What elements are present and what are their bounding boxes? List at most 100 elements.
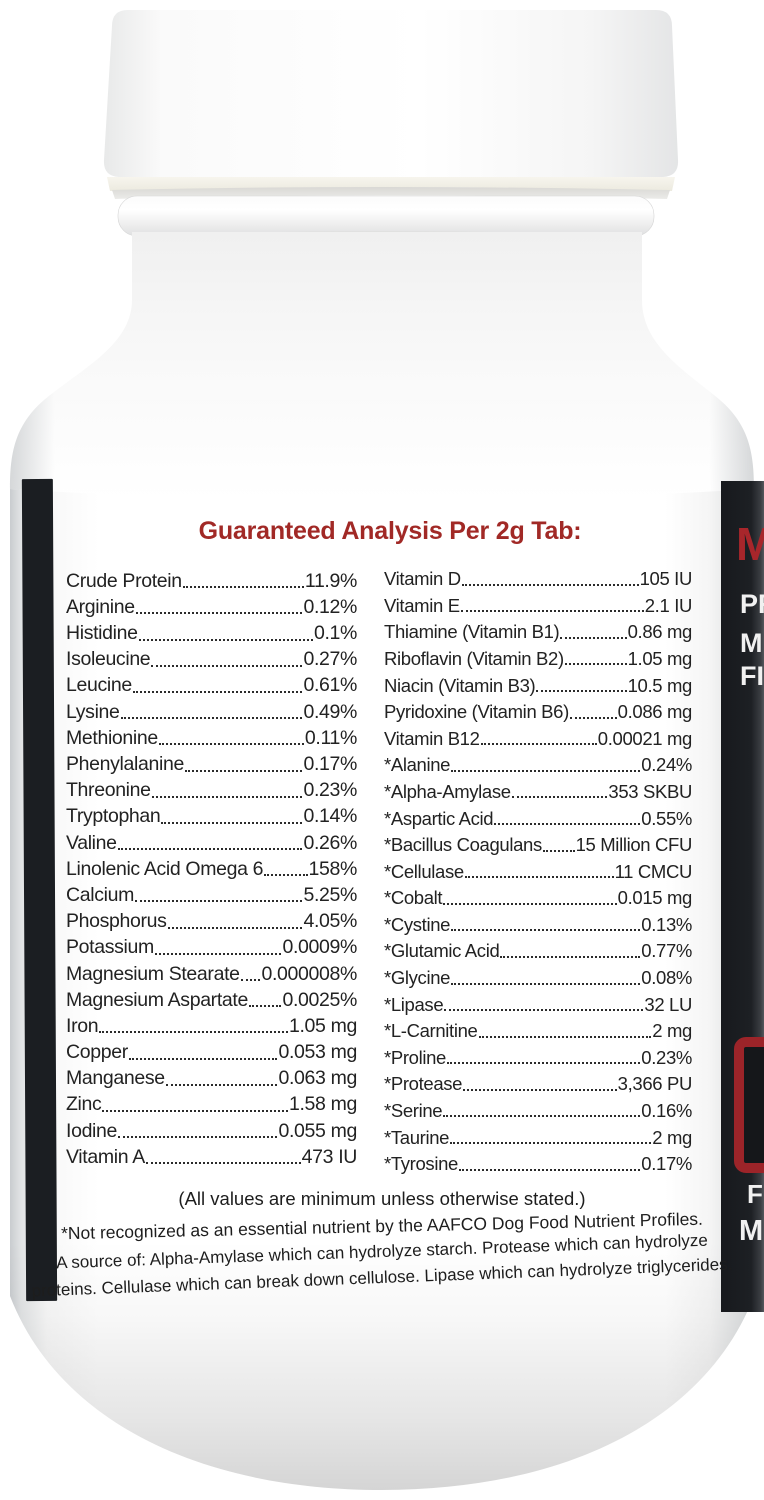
- nutrient-name: *Alpha-Amylase: [384, 780, 511, 802]
- analysis-row: Calcium 5.25%: [66, 879, 357, 905]
- analysis-row: Riboflavin (Vitamin B2) 1.05 mg: [384, 642, 692, 669]
- nutrient-name: *Serine: [384, 1100, 443, 1122]
- analysis-row: *Proline 0.23%: [384, 1041, 692, 1068]
- nutrient-value: 0.00021 mg: [597, 727, 693, 749]
- front-label-text-fragment: FI: [740, 661, 764, 691]
- nutrient-value: 2 mg: [652, 1020, 692, 1042]
- nutrient-value: 1.05 mg: [627, 647, 693, 669]
- dot-leader: [120, 717, 303, 720]
- dot-leader: [478, 1035, 652, 1038]
- nutrient-name: Potassium: [66, 936, 154, 959]
- dot-leader: [451, 929, 641, 932]
- nutrient-value: 0.0009%: [282, 936, 357, 959]
- bottle-neck-ring: [117, 195, 655, 237]
- analysis-row: *Alpha-Amylase 353 SKBU: [384, 775, 692, 802]
- nutrient-name: Methionine: [66, 726, 158, 749]
- dot-leader: [182, 586, 304, 589]
- dot-leader: [118, 1136, 278, 1139]
- nutrient-value: 0.16%: [641, 1100, 692, 1122]
- front-label-red-box-fragment: [734, 1037, 764, 1173]
- nutrient-value: 0.13%: [641, 913, 692, 935]
- dot-leader: [444, 1009, 644, 1012]
- nutrient-name: Phosphorus: [66, 910, 167, 933]
- bottle-body: [10, 489, 754, 1490]
- nutrient-name: *Proline: [384, 1046, 446, 1068]
- analysis-row: Valine 0.26%: [66, 827, 357, 853]
- analysis-column-left: Crude Protein 11.9% Arginine 0.12% Histi…: [66, 565, 357, 1167]
- analysis-row: Threonine 0.23%: [66, 775, 357, 801]
- nutrient-value: 0.49%: [303, 700, 357, 723]
- nutrient-value: 353 SKBU: [608, 780, 692, 802]
- dot-leader: [464, 876, 614, 879]
- analysis-row: Crude Protein 11.9%: [66, 565, 357, 591]
- nutrient-name: *Glycine: [384, 967, 451, 989]
- analysis-row: Iodine 0.055 mg: [66, 1115, 357, 1141]
- analysis-row: Manganese 0.063 mg: [66, 1063, 357, 1089]
- analysis-row: *Protease 3,366 PU: [384, 1067, 692, 1094]
- analysis-row: *Tyrosine 0.17%: [384, 1147, 692, 1174]
- analysis-row: Potassium 0.0009%: [66, 932, 357, 958]
- nutrient-value: 0.14%: [303, 805, 357, 828]
- nutrient-name: Calcium: [66, 883, 134, 906]
- nutrient-name: Leucine: [66, 674, 132, 697]
- analysis-row: Copper 0.053 mg: [66, 1036, 357, 1064]
- analysis-column-right: Vitamin D 105 IU Vitamin E 2.1 IU Thiami…: [384, 562, 692, 1174]
- dot-leader: [128, 1057, 278, 1060]
- analysis-row: *Glycine 0.08%: [384, 961, 692, 988]
- nutrient-name: Niacin (Vitamin B3): [384, 674, 536, 696]
- dot-leader: [264, 874, 308, 877]
- dot-leader: [117, 848, 303, 851]
- front-label-text-fragment: M: [740, 628, 763, 658]
- analysis-row: Vitamin A 473 IU: [66, 1141, 357, 1167]
- nutrient-name: Vitamin B12: [384, 727, 480, 749]
- dot-leader: [184, 769, 303, 772]
- nutrient-name: Copper: [66, 1041, 128, 1064]
- analysis-row: Histidine 0.1%: [66, 617, 357, 645]
- guaranteed-analysis-heading: Guaranteed Analysis Per 2g Tab:: [198, 517, 582, 545]
- dot-leader: [569, 716, 617, 719]
- analysis-row: *Lipase 32 LU: [384, 988, 692, 1015]
- nutrient-value: 1.05 mg: [288, 1014, 357, 1037]
- nutrient-name: *Glutamic Acid: [384, 940, 500, 962]
- dot-leader: [443, 902, 617, 905]
- analysis-row: *Aspartic Acid 0.55%: [384, 801, 692, 828]
- nutrient-value: 0.055 mg: [278, 1119, 357, 1142]
- dot-leader: [463, 1088, 617, 1091]
- analysis-row: Zinc 1.58 mg: [66, 1089, 357, 1115]
- analysis-row: Arginine 0.12%: [66, 591, 357, 617]
- dot-leader: [458, 1168, 641, 1171]
- label-right-black-edge: M PR M FI F M: [721, 481, 764, 1312]
- dot-leader: [151, 664, 303, 667]
- nutrient-value: 10.5 mg: [627, 674, 693, 696]
- nutrient-name: *Alanine: [384, 754, 451, 776]
- nutrient-name: *Cellulase: [384, 860, 464, 882]
- dot-leader: [102, 1109, 288, 1112]
- nutrient-value: 0.61%: [303, 674, 357, 697]
- nutrient-value: 0.0025%: [282, 988, 357, 1011]
- nutrient-value: 0.1%: [313, 622, 357, 645]
- nutrient-value: 0.77%: [641, 940, 692, 962]
- nutrient-name: Phenylalanine: [66, 753, 184, 776]
- nutrient-name: Magnesium Aspartate: [66, 988, 248, 1011]
- nutrient-name: Iron: [66, 1014, 99, 1037]
- analysis-row: *L-Carnitine 2 mg: [384, 1014, 692, 1041]
- dot-leader: [145, 1162, 301, 1165]
- nutrient-value: 0.27%: [303, 648, 357, 671]
- nutrient-value: 0.17%: [303, 753, 357, 776]
- nutrient-name: *Lipase: [384, 993, 444, 1015]
- front-label-text-fragment: PR: [740, 589, 764, 619]
- nutrient-value: 2.1 IU: [644, 594, 693, 616]
- dot-leader: [447, 1062, 641, 1065]
- dot-leader: [135, 612, 303, 615]
- nutrient-name: *Tyrosine: [384, 1153, 458, 1175]
- nutrient-value: 0.063 mg: [278, 1067, 357, 1090]
- nutrient-value: 0.86 mg: [627, 621, 693, 643]
- nutrient-name: Arginine: [66, 595, 135, 618]
- nutrient-value: 0.000008%: [261, 962, 357, 985]
- nutrient-name: Valine: [66, 831, 117, 854]
- nutrient-value: 105 IU: [639, 568, 693, 590]
- nutrient-name: Vitamin E: [384, 594, 460, 616]
- nutrient-value: 15 Million CFU: [575, 834, 693, 856]
- analysis-row: Leucine 0.61%: [66, 670, 357, 696]
